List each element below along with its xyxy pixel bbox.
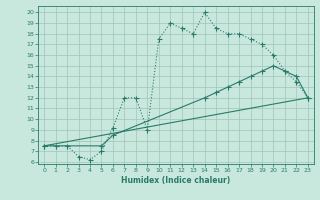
X-axis label: Humidex (Indice chaleur): Humidex (Indice chaleur) xyxy=(121,176,231,185)
